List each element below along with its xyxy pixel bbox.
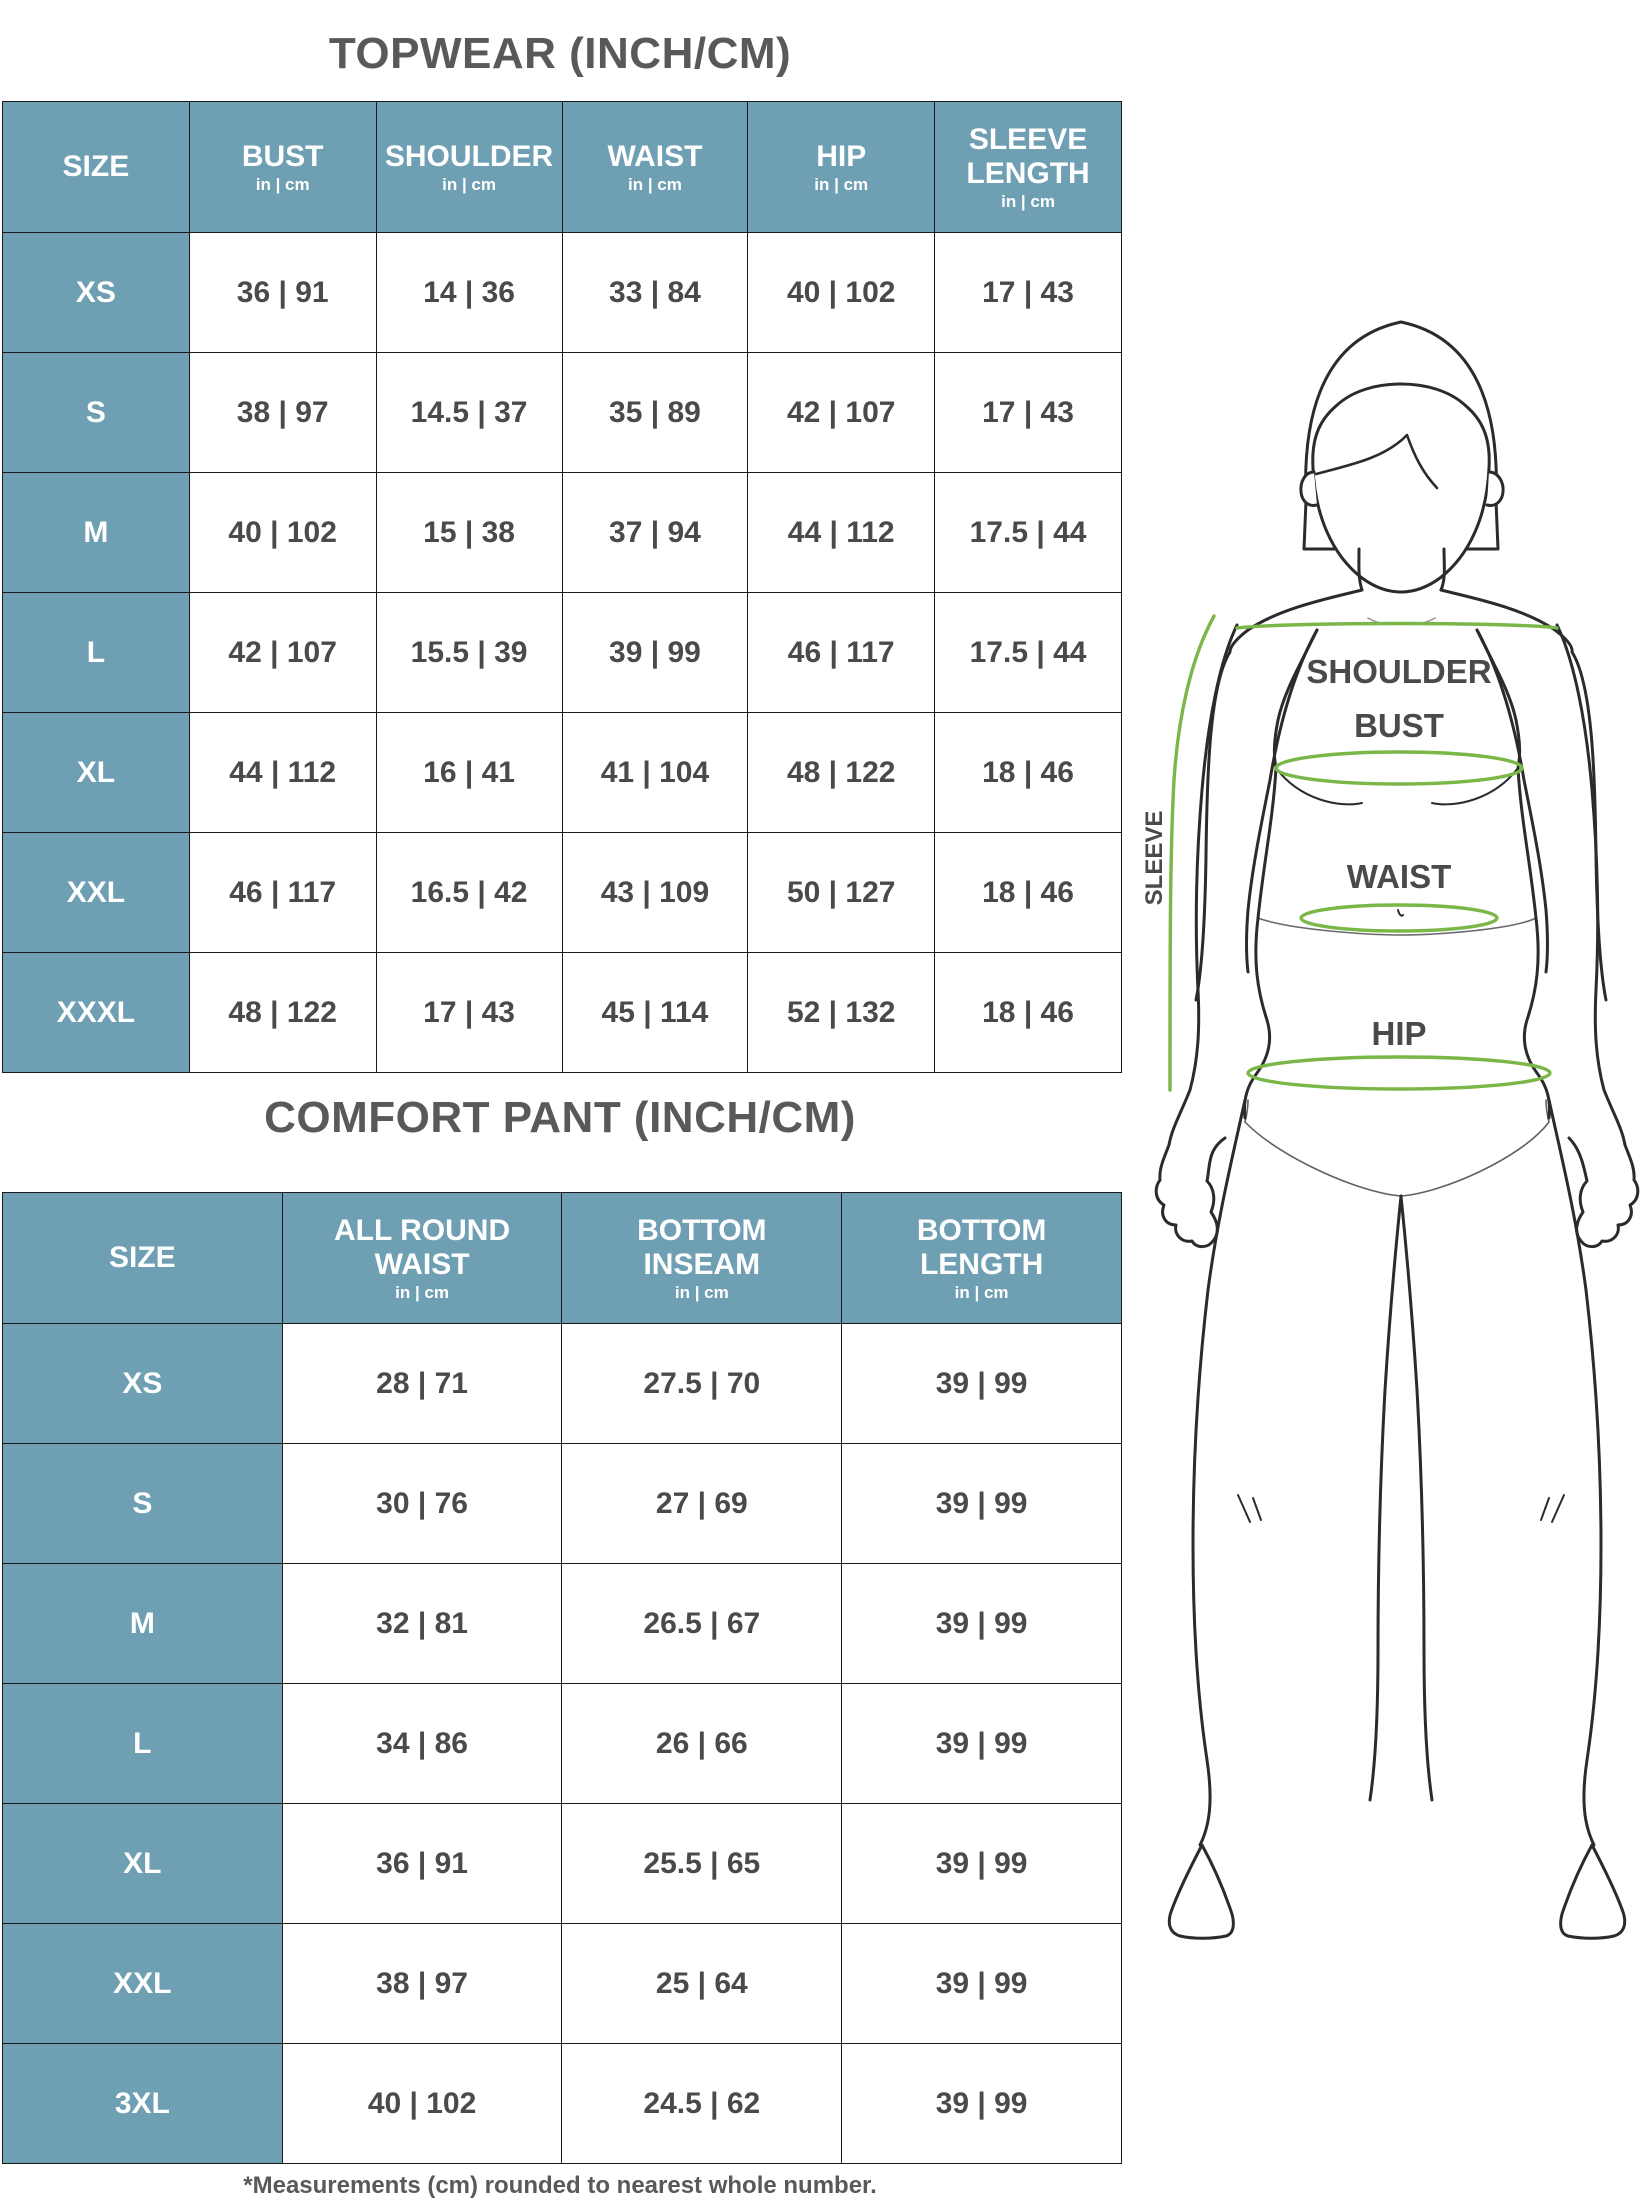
svg-text:SHOULDER: SHOULDER xyxy=(1306,653,1491,690)
svg-text:WAIST: WAIST xyxy=(1347,858,1452,895)
svg-text:SLEEVE: SLEEVE xyxy=(1141,811,1168,906)
svg-text:BUST: BUST xyxy=(1354,707,1444,744)
svg-text:HIP: HIP xyxy=(1371,1015,1426,1052)
